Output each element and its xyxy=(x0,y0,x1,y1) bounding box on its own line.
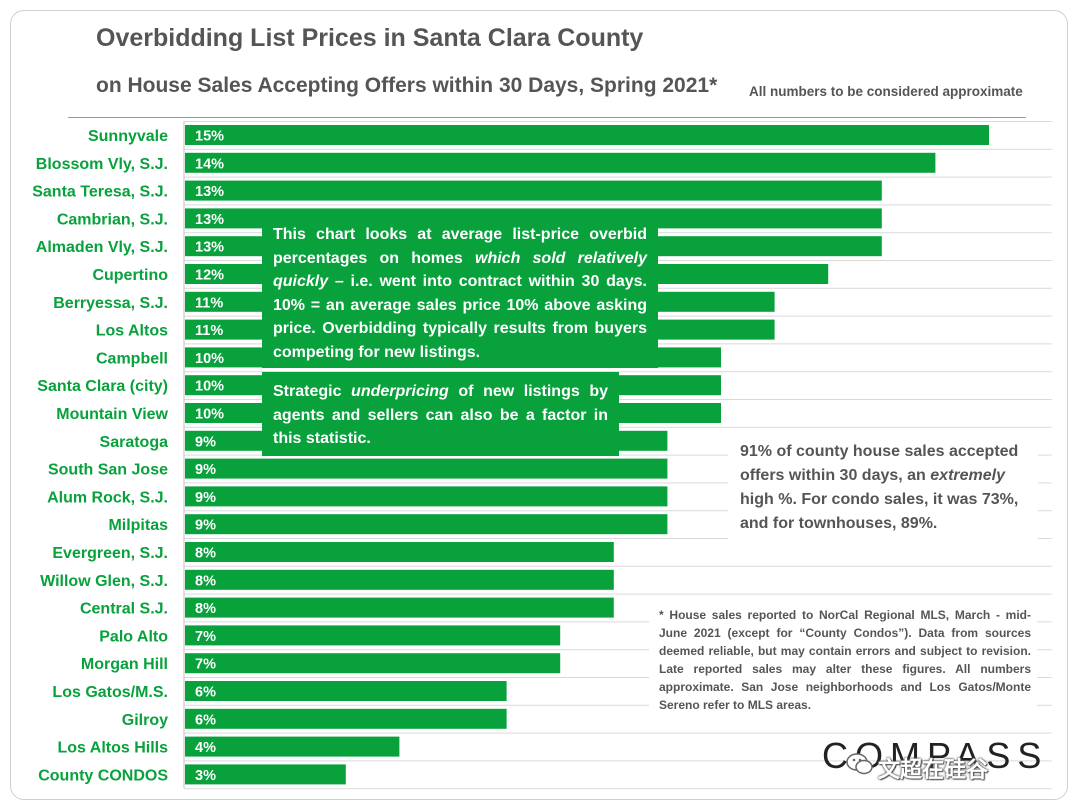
category-label: Alum Rock, S.J. xyxy=(47,489,168,506)
category-labels: Sunnyvale Blossom Vly, S.J. Santa Teresa, … xyxy=(32,128,168,784)
bar xyxy=(185,653,561,674)
value-label: 9% xyxy=(195,518,216,534)
value-label: 9% xyxy=(195,462,216,478)
explanation-text-a: This chart looks at average list-price o… xyxy=(273,226,647,267)
value-label: 8% xyxy=(195,546,216,562)
bar xyxy=(185,625,561,646)
category-label: Willow Glen, S.J. xyxy=(40,573,168,590)
category-label: Los Gatos/M.S. xyxy=(52,684,168,701)
bar xyxy=(185,486,668,507)
value-label: 6% xyxy=(195,685,216,701)
value-label: 4% xyxy=(195,740,216,756)
value-label: 3% xyxy=(195,768,216,784)
category-label: Los Altos xyxy=(96,323,168,340)
explanation-text-emphasis: which sold relatively quickly xyxy=(273,249,648,291)
underpricing-text-b: of new listings by agents and sellers ca… xyxy=(273,383,608,447)
value-label: 15% xyxy=(195,129,224,145)
category-label: Los Altos Hills xyxy=(57,740,168,757)
value-label: 10% xyxy=(195,351,224,367)
value-label: 7% xyxy=(195,657,216,673)
category-label: Blossom Vly, S.J. xyxy=(36,156,168,173)
bar xyxy=(185,152,936,173)
category-label: Cupertino xyxy=(92,267,168,284)
category-label: South San Jose xyxy=(48,462,168,479)
bar xyxy=(185,569,614,590)
value-labels: 15% 14% 13% 13% 13% 12% 11% 11% 10% 10% 10% 9% 9% 9% 9… xyxy=(195,129,224,784)
value-label: 11% xyxy=(195,295,223,311)
chart-subtitle: on House Sales Accepting Offers within 3… xyxy=(96,74,718,97)
category-label: County CONDOS xyxy=(38,767,168,784)
sales-stats-text-emphasis: extremely xyxy=(930,467,1005,484)
sales-stats-text-a: 91% of county house sales accepted offer… xyxy=(740,443,1019,484)
category-label: Berryessa, S.J. xyxy=(53,295,168,312)
bar xyxy=(185,458,668,479)
category-label: Palo Alto xyxy=(99,628,168,645)
underpricing-text-emphasis: underpricing xyxy=(351,383,449,400)
value-label: 10% xyxy=(195,407,224,423)
bar xyxy=(185,736,400,757)
title-divider xyxy=(68,117,1026,118)
value-label: 9% xyxy=(195,490,216,506)
bar xyxy=(185,597,614,618)
value-label: 13% xyxy=(195,212,224,228)
bar xyxy=(185,125,989,145)
bar xyxy=(185,514,668,535)
value-label: 10% xyxy=(195,379,224,395)
value-label: 8% xyxy=(195,573,216,589)
category-label: Evergreen, S.J. xyxy=(52,545,168,562)
sales-stats-text-b: high %. For condo sales, it was 73%, and… xyxy=(740,491,1019,532)
chart-title: Overbidding List Prices in Santa Clara C… xyxy=(96,24,644,52)
value-label: 13% xyxy=(195,240,224,256)
value-label: 9% xyxy=(195,434,216,450)
category-label: Mountain View xyxy=(56,406,168,423)
explanation-text-b: – i.e. went into contract within 30 days… xyxy=(273,273,647,361)
bar xyxy=(185,764,346,785)
slide-frame xyxy=(10,10,1068,800)
bar xyxy=(185,708,507,729)
value-label: 11% xyxy=(195,323,223,339)
watermark: 文超在硅谷 xyxy=(878,757,989,782)
value-label: 8% xyxy=(195,601,216,617)
category-label: Gilroy xyxy=(122,712,168,729)
category-label: Campbell xyxy=(96,350,168,367)
value-label: 6% xyxy=(195,712,216,728)
footnote: * House sales reported to NorCal Regiona… xyxy=(649,600,1037,718)
category-label: Milpitas xyxy=(108,517,168,534)
category-label: Almaden Vly, S.J. xyxy=(36,239,168,256)
value-label: 13% xyxy=(195,184,224,200)
category-label: Morgan Hill xyxy=(81,656,168,673)
bar xyxy=(185,180,882,201)
underpricing-text-a: Strategic xyxy=(273,383,352,400)
category-label: Cambrian, S.J. xyxy=(57,211,168,228)
explanation-note: This chart looks at average list-price o… xyxy=(262,218,658,368)
bar xyxy=(185,542,614,562)
category-label: Central S.J. xyxy=(80,601,168,618)
wechat-icon xyxy=(846,753,873,775)
category-label: Sunnyvale xyxy=(88,128,168,145)
approximate-note: All numbers to be considered approximate xyxy=(749,84,1023,99)
underpricing-note: Strategic underpricing of new listings b… xyxy=(262,372,619,456)
value-label: 7% xyxy=(195,629,216,645)
value-label: 14% xyxy=(195,156,224,172)
bar xyxy=(185,681,507,701)
category-label: Santa Teresa, S.J. xyxy=(32,184,168,201)
sales-stats-note: 91% of county house sales accepted offer… xyxy=(728,432,1038,540)
value-label: 12% xyxy=(195,268,224,284)
category-label: Saratoga xyxy=(100,434,169,451)
category-label: Santa Clara (city) xyxy=(37,378,168,395)
